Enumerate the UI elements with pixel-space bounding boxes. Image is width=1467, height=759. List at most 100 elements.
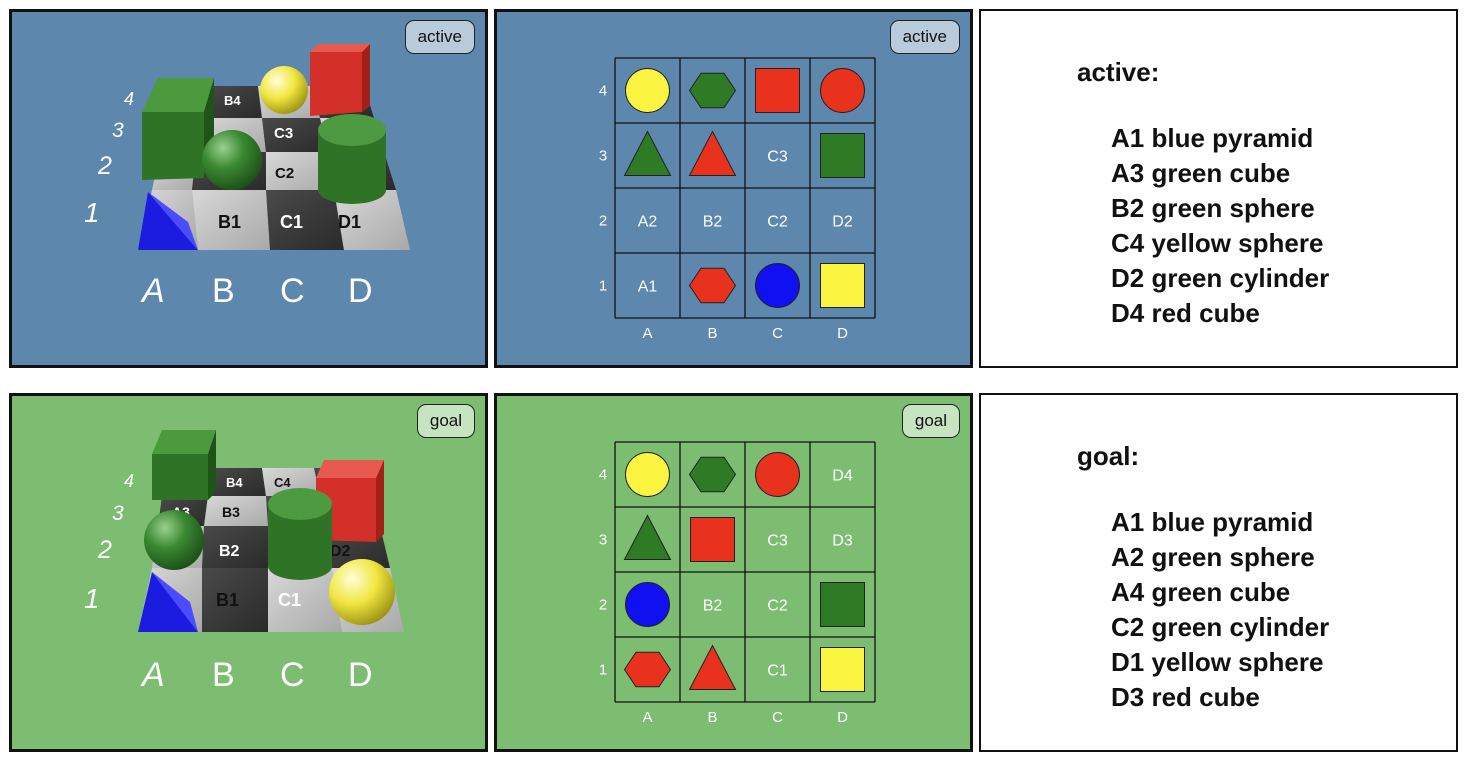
grid-cell-label: C1 — [767, 663, 788, 680]
grid-row-label: 3 — [599, 148, 607, 165]
list-item: C4 yellow sphere — [1111, 228, 1324, 258]
svg-text:4: 4 — [124, 89, 134, 109]
svg-text:B: B — [212, 272, 235, 310]
grid-row-label: 3 — [599, 532, 607, 549]
svg-text:C4: C4 — [274, 475, 291, 490]
list-item: D3 red cube — [1111, 682, 1260, 712]
green-square-d3 — [820, 133, 865, 178]
grid-col-label: C — [772, 709, 783, 726]
goal-grid-panel: A B C D 1 2 3 4 D4 C3 D3 B2 C2 C1 goal — [494, 393, 973, 752]
svg-text:B2: B2 — [219, 543, 240, 560]
green-sphere-a2 — [144, 510, 204, 570]
grid-cell-label: C3 — [767, 533, 788, 550]
row-labels: 4 3 2 1 — [84, 89, 134, 228]
svg-text:B1: B1 — [218, 212, 241, 232]
row-labels: 4 3 2 1 — [84, 471, 134, 614]
svg-text:A: A — [140, 656, 165, 694]
green-sphere-b2 — [202, 130, 262, 190]
active-status-badge: active — [404, 20, 475, 54]
svg-text:C1: C1 — [278, 590, 301, 610]
svg-text:D: D — [348, 656, 373, 694]
goal-text-panel: goal: A1 blue pyramid A2 green sphere A4… — [979, 393, 1458, 752]
grid-col-label: B — [707, 709, 717, 726]
red-circle-c4 — [755, 452, 800, 497]
grid-col-label: A — [642, 325, 652, 342]
grid-col-label: B — [707, 325, 717, 342]
grid-lines — [614, 57, 876, 319]
grid-col-label: A — [642, 709, 652, 726]
grid-cell-label: D2 — [832, 214, 853, 231]
grid-row-label: 2 — [599, 213, 607, 230]
goal-3d-board: B4 C4 A3 B3 B2 D2 B1 C1 — [84, 430, 404, 694]
active-3d-board: B4 C3 A2 C2 B1 C1 D1 — [84, 44, 410, 310]
active-scene-panel: B4 C3 A2 C2 B1 C1 D1 — [9, 9, 488, 368]
list-item: D1 yellow sphere — [1111, 647, 1324, 677]
green-triangle-a3 — [623, 514, 672, 560]
list-item: B2 green sphere — [1111, 193, 1315, 223]
blue-pyramid-a1 — [138, 572, 198, 632]
yellow-square-d1 — [820, 647, 865, 692]
svg-text:A: A — [140, 272, 165, 310]
blue-circle-a2 — [625, 582, 670, 627]
grid-row-label: 4 — [599, 83, 607, 100]
svg-text:C3: C3 — [274, 125, 293, 142]
svg-text:2: 2 — [97, 152, 112, 180]
red-square-b3 — [690, 517, 735, 562]
green-cylinder-c2 — [268, 488, 332, 580]
svg-text:C: C — [280, 272, 305, 310]
column-labels: A B C D — [140, 272, 373, 310]
svg-text:2: 2 — [97, 536, 112, 564]
grid-row-label: 4 — [599, 467, 607, 484]
goal-2d-grid: A B C D 1 2 3 4 D4 C3 D3 B2 C2 C1 — [599, 441, 876, 726]
svg-text:3: 3 — [112, 119, 124, 142]
svg-text:B4: B4 — [226, 475, 243, 490]
goal-scene-tile-labels: B4 C4 A3 B3 B2 D2 B1 C1 — [172, 475, 351, 610]
grid-cell-label: C2 — [767, 214, 788, 231]
svg-text:D1: D1 — [338, 212, 361, 232]
grid-col-label: D — [837, 325, 848, 342]
goal-object-list: A1 blue pyramid A2 green sphere A4 green… — [1111, 505, 1329, 715]
red-circle-d4 — [820, 68, 865, 113]
blue-circle-c1 — [755, 263, 800, 308]
blue-pyramid-a1 — [138, 192, 198, 250]
active-heading: active: — [1077, 57, 1160, 87]
grid-col-label: D — [837, 709, 848, 726]
svg-text:C2: C2 — [275, 165, 294, 182]
svg-text:D: D — [348, 272, 373, 310]
svg-text:D2: D2 — [330, 543, 351, 560]
list-item: C2 green cylinder — [1111, 612, 1330, 642]
grid-row-label: 1 — [599, 662, 607, 679]
yellow-sphere-c4 — [260, 66, 308, 114]
grid-lines — [614, 441, 876, 703]
grid-row-label: 1 — [599, 278, 607, 295]
green-hexagon-b4 — [688, 456, 737, 493]
grid-cell-label: B2 — [703, 598, 723, 615]
green-cylinder-d2 — [318, 114, 386, 204]
goal-scene-panel: B4 C4 A3 B3 B2 D2 B1 C1 — [9, 393, 488, 752]
svg-text:3: 3 — [112, 502, 124, 525]
svg-text:B4: B4 — [224, 93, 241, 108]
goal-grid-badge: goal — [901, 404, 960, 438]
list-item: A2 green sphere — [1111, 542, 1315, 572]
svg-text:B: B — [212, 656, 235, 694]
active-2d-grid: A B C D 1 2 3 4 C3 A2 B2 C2 D2 A1 — [599, 57, 876, 342]
grid-cell-label: D4 — [832, 468, 853, 485]
red-cube-d4 — [310, 44, 370, 116]
svg-text:B3: B3 — [222, 504, 240, 520]
yellow-square-d1 — [820, 263, 865, 308]
grid-cell-label: C2 — [767, 598, 788, 615]
svg-text:1: 1 — [84, 197, 100, 228]
active-object-list: A1 blue pyramid A3 green cube B2 green s… — [1111, 121, 1329, 331]
list-item: D2 green cylinder — [1111, 263, 1330, 293]
red-square-c4 — [755, 68, 800, 113]
list-item: A4 green cube — [1111, 577, 1291, 607]
green-cube-a4 — [152, 430, 216, 500]
list-item: A1 blue pyramid — [1111, 123, 1314, 153]
green-hexagon-b4 — [688, 72, 737, 109]
grid-col-label: C — [772, 325, 783, 342]
active-grid-panel: A B C D 1 2 3 4 C3 A2 B2 C2 D2 A1 active — [494, 9, 973, 368]
active-scene-tile-labels: B4 C3 A2 C2 B1 C1 D1 — [164, 93, 361, 232]
yellow-circle-a4 — [625, 452, 670, 497]
red-hexagon-a1 — [623, 651, 672, 688]
svg-text:C: C — [280, 656, 305, 694]
